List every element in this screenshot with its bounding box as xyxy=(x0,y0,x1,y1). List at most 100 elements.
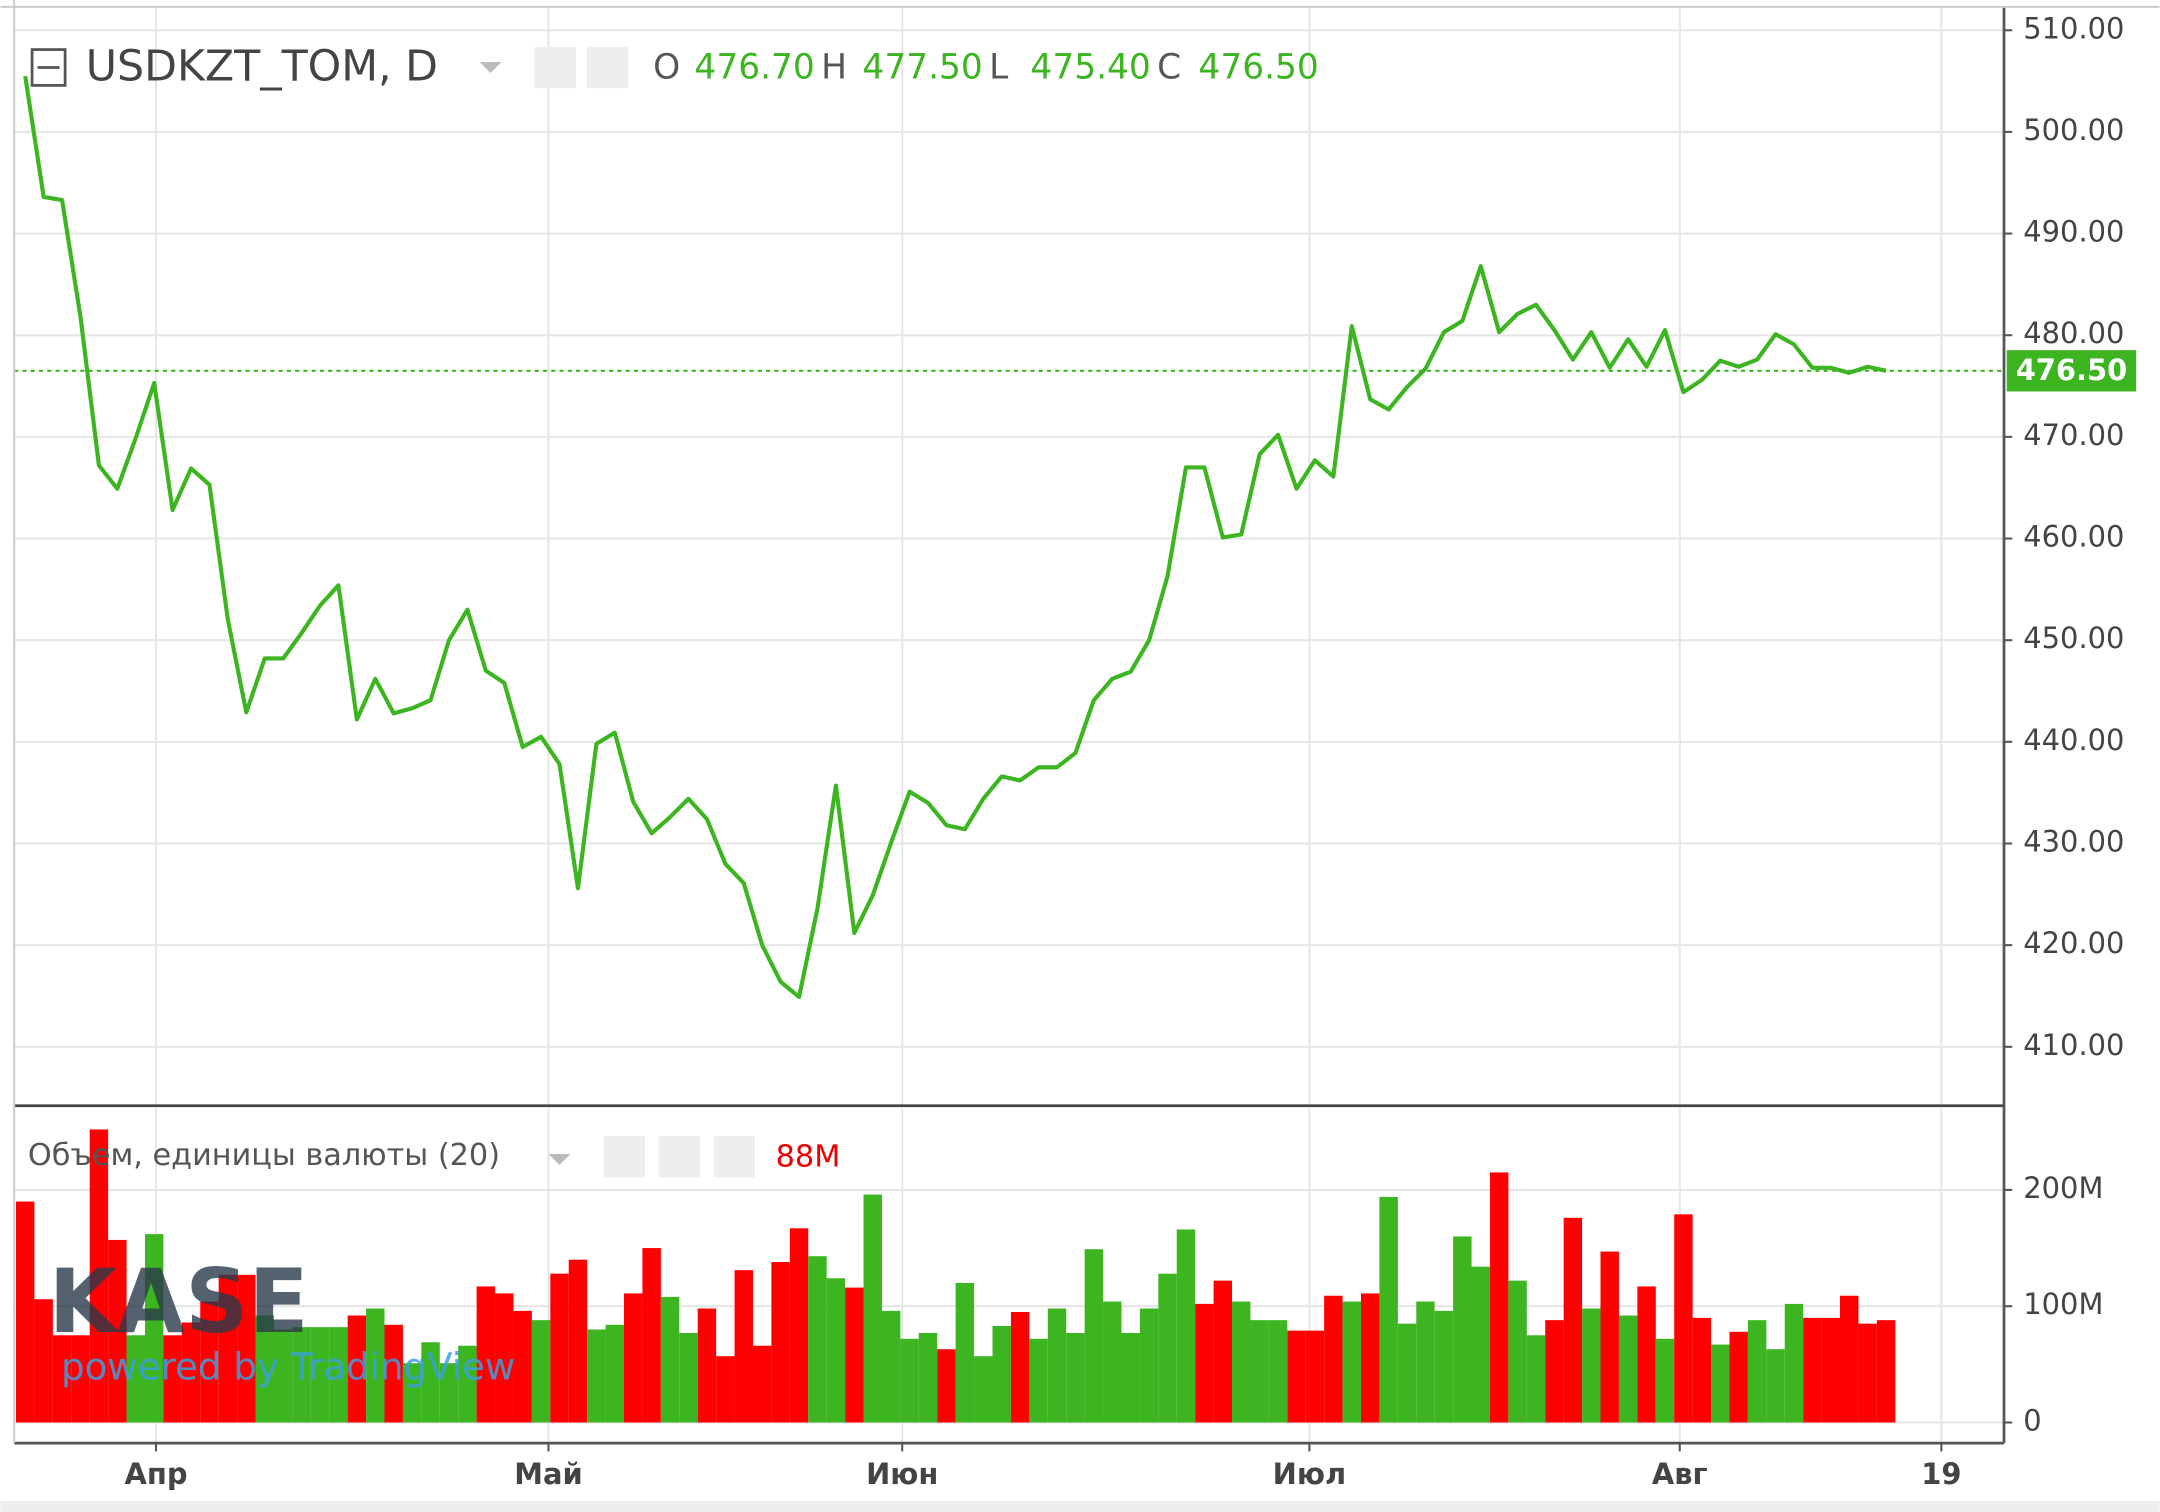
grid-layer xyxy=(14,6,2004,1444)
dropdown-arrow[interactable] xyxy=(479,61,502,73)
volume-bar xyxy=(1047,1308,1067,1423)
y-tick-label: 480.00 xyxy=(2023,316,2124,350)
volume-bar xyxy=(587,1329,606,1423)
footer-strip xyxy=(0,1500,2160,1512)
volume-bar xyxy=(273,1329,293,1423)
x-tick-label: Июн xyxy=(866,1457,938,1491)
volume-bar xyxy=(605,1324,625,1423)
x-tick-label: Апр xyxy=(125,1457,188,1491)
dropdown-arrow[interactable] xyxy=(548,1153,571,1165)
volume-bar xyxy=(1158,1273,1177,1423)
volume-bar xyxy=(1416,1301,1435,1423)
y-tick-label: 420.00 xyxy=(2023,926,2124,960)
price-line xyxy=(23,75,1887,1000)
eye-icon[interactable] xyxy=(603,1136,645,1178)
volume-bar xyxy=(1508,1280,1527,1423)
volume-bar xyxy=(310,1327,330,1423)
volume-bar xyxy=(1876,1320,1896,1423)
volume-bar xyxy=(495,1293,514,1423)
volume-bar xyxy=(531,1320,551,1423)
volume-bar xyxy=(1729,1331,1748,1423)
y-tick-label: 0 xyxy=(2023,1403,2041,1437)
volume-bar xyxy=(513,1310,532,1423)
volume-bar xyxy=(402,1363,422,1423)
volume-bar xyxy=(660,1296,680,1423)
x-tick-label: Авг xyxy=(1652,1457,1708,1491)
ohlc-value: 475.40 xyxy=(1030,47,1150,87)
volume-bar xyxy=(458,1345,477,1423)
volume-bar xyxy=(1784,1303,1804,1423)
volume-bar xyxy=(808,1256,827,1423)
volume-bar xyxy=(200,1301,219,1423)
volume-bar xyxy=(716,1356,735,1423)
watermark: KASE xyxy=(49,1250,309,1353)
x-tick-label: Июл xyxy=(1273,1457,1346,1491)
close-icon[interactable] xyxy=(713,1136,756,1178)
volume-bar xyxy=(1250,1320,1269,1423)
settings-icon[interactable] xyxy=(587,46,629,89)
ohlc-key: L xyxy=(989,47,1008,87)
volume-title: Объем, единицы валюты (20) xyxy=(28,1138,500,1173)
volume-bar xyxy=(771,1262,790,1423)
volume-bar xyxy=(568,1259,588,1423)
volume-bar xyxy=(218,1274,238,1423)
volume-bar xyxy=(1379,1196,1398,1423)
volume-bar xyxy=(52,1335,72,1423)
volume-bar xyxy=(1287,1330,1306,1423)
volume-bar xyxy=(955,1282,975,1423)
volume-bar xyxy=(1821,1317,1841,1423)
volume-bar xyxy=(1434,1310,1454,1423)
volume-bar xyxy=(1858,1323,1877,1423)
volume-bar xyxy=(1010,1312,1030,1423)
volume-bar xyxy=(1066,1332,1085,1423)
volume-bar xyxy=(1176,1229,1196,1423)
volume-bar xyxy=(1489,1172,1509,1423)
eye-icon[interactable] xyxy=(534,46,576,89)
volume-bar xyxy=(1803,1317,1822,1423)
y-tick-label: 490.00 xyxy=(2023,215,2124,249)
volume-bar xyxy=(679,1332,698,1423)
last-price-label: 476.50 xyxy=(2016,353,2128,387)
volume-bar xyxy=(366,1308,385,1423)
ohlc-value: 477.50 xyxy=(862,47,982,87)
volume-bar xyxy=(16,1201,35,1423)
ohlc-value: 476.70 xyxy=(694,47,814,87)
x-tick-label: Май xyxy=(514,1457,583,1491)
ohlc-key: O xyxy=(653,47,680,87)
settings-icon[interactable] xyxy=(658,1136,700,1178)
volume-bar xyxy=(1637,1286,1656,1423)
volume-bar xyxy=(89,1129,109,1423)
symbol-title: USDKZT_TOM, D xyxy=(86,41,438,91)
volume-bar xyxy=(1342,1301,1361,1423)
volume-bar xyxy=(476,1286,496,1423)
volume-bar xyxy=(439,1363,459,1423)
volume-bar xyxy=(1084,1249,1104,1423)
labels-layer: USDKZT_TOM, D Объем, единицы валюты (20)… xyxy=(28,11,2137,1491)
volume-bar xyxy=(1674,1214,1693,1423)
last-price-badge xyxy=(2006,350,2137,392)
volume-bar xyxy=(752,1345,772,1423)
volume-bar xyxy=(1692,1317,1712,1423)
volume-bar xyxy=(71,1335,90,1423)
volume-bar xyxy=(1305,1330,1325,1423)
volume-bar xyxy=(384,1324,403,1423)
volume-bar xyxy=(624,1293,643,1423)
ohlc-key: C xyxy=(1157,47,1181,87)
volume-bar xyxy=(642,1248,661,1423)
volume-bar xyxy=(34,1299,53,1423)
y-tick-label: 200M xyxy=(2023,1171,2103,1205)
collapse-icon[interactable] xyxy=(30,48,67,87)
volume-bar xyxy=(255,1315,274,1423)
volume-bar xyxy=(1526,1335,1546,1423)
volume-bar xyxy=(1029,1338,1048,1423)
volume-bar xyxy=(1268,1320,1288,1423)
volume-bar xyxy=(697,1308,717,1423)
x-tick-label: 19 xyxy=(1921,1457,1961,1491)
volume-bar xyxy=(734,1270,753,1423)
volume-bar xyxy=(974,1356,993,1423)
y-tick-label: 430.00 xyxy=(2023,825,2124,859)
volume-bar xyxy=(937,1349,956,1423)
volume-bar xyxy=(1545,1320,1564,1423)
volume-bar xyxy=(1121,1332,1140,1423)
